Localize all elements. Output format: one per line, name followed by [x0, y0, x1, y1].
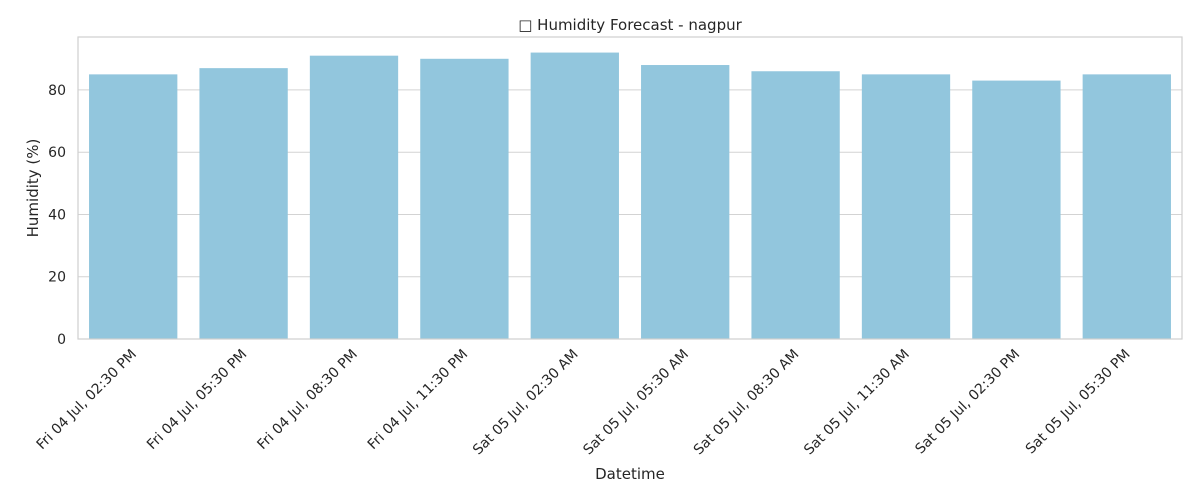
x-axis-label: Datetime	[595, 465, 665, 483]
x-tick-label: Sat 05 Jul, 08:30 AM	[691, 347, 803, 459]
bar	[1082, 74, 1171, 339]
bar	[972, 80, 1061, 339]
x-tick-label: Sat 05 Jul, 02:30 PM	[912, 347, 1023, 458]
x-tick-label: Fri 04 Jul, 11:30 PM	[365, 347, 471, 453]
y-tick-label: 0	[57, 332, 66, 348]
bar	[89, 74, 178, 339]
plot-frame	[77, 36, 1183, 340]
y-tick-label: 20	[48, 270, 66, 286]
bar	[751, 71, 840, 339]
x-tick-label: Sat 05 Jul, 11:30 AM	[801, 347, 913, 459]
x-tick-label: Sat 05 Jul, 02:30 AM	[470, 347, 582, 459]
y-tick-label: 60	[48, 145, 66, 161]
bar	[641, 65, 730, 339]
y-tick-labels: 0 20 40 60 80	[48, 83, 66, 348]
bar	[861, 74, 951, 339]
x-tick-label: Sat 05 Jul, 05:30 AM	[580, 347, 692, 459]
bar	[530, 52, 619, 339]
x-tick-labels: Fri 04 Jul, 02:30 PM Fri 04 Jul, 05:30 PM…	[34, 347, 1134, 459]
y-axis-label: Humidity (%)	[24, 139, 42, 238]
bar	[420, 58, 509, 339]
chart-title: □ Humidity Forecast - nagpur	[518, 16, 742, 34]
x-tick-label: Fri 04 Jul, 02:30 PM	[34, 347, 140, 453]
y-tick-label: 40	[48, 207, 66, 223]
x-tick-label: Fri 04 Jul, 05:30 PM	[144, 347, 250, 453]
x-tick-label: Sat 05 Jul, 05:30 PM	[1023, 347, 1134, 458]
x-tick-label: Fri 04 Jul, 08:30 PM	[254, 347, 360, 453]
bars	[89, 52, 1171, 339]
bar	[199, 68, 288, 339]
y-tick-label: 80	[48, 83, 66, 99]
bar	[309, 55, 399, 339]
